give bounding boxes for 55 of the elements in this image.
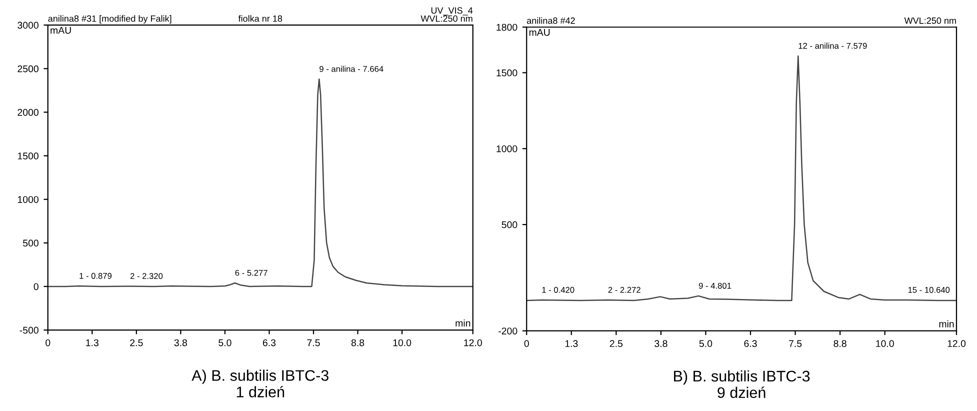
line-series: [48, 78, 473, 288]
annotation: 9 - 4.801: [698, 282, 732, 289]
x-tick-label: 0: [524, 340, 529, 348]
x-tick-label: 10.0: [393, 339, 412, 346]
annotation: 12 - anilina - 7.579: [798, 42, 867, 49]
y-tick-label: 2000: [18, 108, 38, 116]
y-tick-label: 1000: [18, 196, 38, 203]
y-tick-label: 1500: [18, 152, 38, 160]
x-tick-label: 12.0: [464, 339, 482, 346]
y-tick-label: 1000: [496, 145, 518, 152]
x-tick-label: 3.8: [654, 340, 668, 348]
x-tick-label: 8.8: [351, 339, 364, 346]
x-tick-label: 6.3: [262, 339, 276, 346]
annotation: 9 - anilina - 7.664: [320, 66, 384, 72]
annotation: 1 - 0.420: [542, 286, 574, 293]
y-tick-label: 500: [23, 240, 38, 247]
x-tick-label: 7.5: [307, 339, 320, 346]
text: UV_VIS_4 WVL:250 nm: [420, 7, 473, 22]
text: WVL:250 nm: [904, 17, 956, 24]
annotation: 1 - 0.879: [80, 272, 112, 279]
x-tick-label: 2.5: [130, 339, 143, 346]
x-tick-label: 7.5: [789, 340, 802, 348]
x-tick-label: 12.0: [948, 340, 966, 348]
y-tick-label: -500: [20, 326, 38, 334]
x-axis-title: min: [456, 319, 470, 326]
x-tick-label: 6.3: [744, 340, 757, 348]
x-tick-label: 8.8: [834, 340, 846, 348]
y-tick-label: 1800: [496, 24, 518, 31]
y-axis-title: mAU: [50, 26, 71, 34]
y-tick-label: 1500: [496, 69, 518, 76]
x-tick-label: 1.3: [565, 340, 578, 348]
annotation: 6 - 5.277: [235, 270, 268, 276]
y-axis-title: mAU: [529, 29, 550, 36]
x-tick-label: 10.0: [876, 340, 894, 348]
x-tick-label: 0: [46, 339, 50, 346]
y-tick-label: 0: [34, 283, 38, 290]
annotation: 15 - 10.640: [908, 286, 950, 293]
y-tick-label: 500: [502, 221, 518, 228]
annotation: 2 - 2.320: [130, 273, 163, 280]
x-tick-label: 5.0: [218, 339, 232, 346]
y-tick-label: 2500: [18, 65, 38, 72]
text: anilina8 #31 [modified by Falik]: [48, 15, 172, 24]
x-tick-label: 3.8: [174, 339, 188, 346]
text: A) B. subtilis IBTC-3 1 dzień: [192, 370, 328, 398]
x-axis-title: min: [939, 320, 954, 328]
annotation: 2 - 2.272: [608, 286, 640, 293]
x-tick-label: 2.5: [610, 340, 623, 348]
text: anilina8 #42: [526, 17, 575, 24]
x-tick-label: 1.3: [86, 339, 98, 346]
text: fiolka nr 18: [238, 15, 282, 22]
y-tick-label: -200: [498, 328, 518, 334]
line-series: [526, 55, 956, 302]
x-tick-label: 5.0: [699, 340, 712, 348]
text: B) B. subtilis IBTC-3 9 dzień: [674, 370, 810, 398]
y-tick-label: 3000: [18, 22, 38, 29]
